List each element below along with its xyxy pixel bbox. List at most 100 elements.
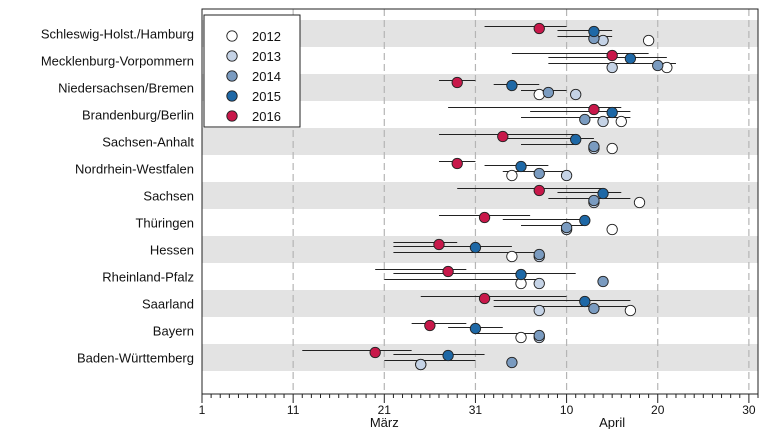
- data-point: [606, 106, 618, 119]
- category-label: Nordrhein-Westfalen: [75, 162, 194, 177]
- data-point: [369, 346, 381, 359]
- tick-label: 21: [378, 403, 392, 417]
- legend-label: 2014: [252, 69, 281, 84]
- category-label: Baden-Württemberg: [77, 351, 194, 366]
- tick-label: 1: [199, 403, 206, 417]
- data-point: [579, 113, 591, 126]
- data-point: [533, 22, 545, 35]
- data-point: [478, 211, 491, 224]
- data-point: [478, 292, 491, 305]
- tick-label: 11: [287, 403, 300, 417]
- data-points: [369, 22, 673, 371]
- data-point: [415, 358, 427, 371]
- plot-border: [201, 8, 759, 395]
- month-label: März: [370, 415, 399, 429]
- data-point: [624, 304, 637, 317]
- data-point: [469, 322, 482, 335]
- row-band: [202, 344, 758, 371]
- data-point: [533, 329, 545, 342]
- category-label: Sachsen-Anhalt: [102, 135, 194, 150]
- legend-box: [203, 14, 301, 128]
- data-point: [506, 79, 518, 92]
- data-point: [588, 194, 600, 207]
- category-label: Thüringen: [135, 216, 194, 231]
- data-point: [442, 265, 454, 278]
- legend-marker: [226, 90, 238, 102]
- data-point: [606, 61, 618, 74]
- row-band: [202, 182, 758, 209]
- data-point: [606, 49, 618, 62]
- legend: 2012 2013 2014 2015 2016: [203, 14, 301, 128]
- data-point: [533, 277, 545, 290]
- data-point: [451, 157, 463, 170]
- data-point: [570, 133, 582, 146]
- category-label: Saarland: [142, 297, 194, 312]
- data-point: [515, 331, 527, 344]
- data-point: [570, 88, 582, 101]
- category-label: Schleswig-Holst./Hamburg: [41, 27, 194, 42]
- tick-label: 20: [651, 403, 665, 417]
- plot-frame: [201, 8, 759, 395]
- category-label: Bayern: [153, 324, 194, 339]
- category-label: Brandenburg/Berlin: [82, 108, 194, 123]
- legend-marker: [226, 50, 238, 62]
- data-point: [661, 61, 673, 74]
- legend-label: 2012: [252, 29, 281, 44]
- tick-label: 10: [560, 403, 574, 417]
- data-point: [469, 241, 482, 254]
- data-point: [597, 34, 609, 47]
- data-point: [542, 86, 555, 99]
- category-label: Sachsen: [143, 189, 194, 204]
- data-point: [597, 187, 609, 200]
- data-point: [642, 34, 655, 47]
- legend-label: 2013: [252, 49, 281, 64]
- data-point: [533, 304, 545, 317]
- category-label: Rheinland-Pfalz: [102, 270, 194, 285]
- data-point: [560, 221, 573, 234]
- data-point: [606, 223, 618, 236]
- data-point: [533, 184, 545, 197]
- data-point: [533, 88, 545, 101]
- row-band: [202, 128, 758, 155]
- data-point: [497, 130, 509, 143]
- legend-marker: [226, 110, 238, 122]
- data-point: [560, 169, 573, 182]
- category-label: Hessen: [150, 243, 194, 258]
- category-label: Mecklenburg-Vorpommern: [41, 54, 194, 69]
- data-point: [533, 167, 545, 180]
- data-point: [615, 115, 627, 128]
- legend-marker: [226, 70, 238, 82]
- data-point: [652, 59, 664, 72]
- data-point: [606, 142, 618, 155]
- tick-label: 31: [469, 403, 483, 417]
- data-point: [533, 248, 545, 261]
- data-point: [588, 103, 600, 116]
- legend-marker: [226, 30, 238, 42]
- data-point: [515, 268, 527, 281]
- data-point: [506, 169, 518, 182]
- data-point: [506, 356, 518, 369]
- data-point: [579, 295, 591, 308]
- data-point: [597, 275, 609, 288]
- data-point: [433, 238, 445, 251]
- y-axis-labels: Schleswig-Holst./Hamburg Mecklenburg-Vorp…: [41, 27, 195, 366]
- data-point: [588, 25, 600, 38]
- data-point: [579, 214, 591, 227]
- data-point: [588, 140, 600, 153]
- data-point: [588, 302, 600, 315]
- row-band: [202, 290, 758, 317]
- month-label: April: [599, 415, 625, 429]
- data-point: [597, 115, 609, 128]
- data-point: [515, 160, 527, 173]
- data-point: [624, 52, 637, 65]
- legend-label: 2016: [252, 109, 281, 124]
- tick-label: 30: [742, 403, 756, 417]
- legend-label: 2015: [252, 89, 281, 104]
- data-point: [633, 196, 646, 209]
- category-label: Niedersachsen/Bremen: [58, 81, 194, 96]
- data-point: [451, 76, 463, 89]
- data-point: [424, 319, 436, 332]
